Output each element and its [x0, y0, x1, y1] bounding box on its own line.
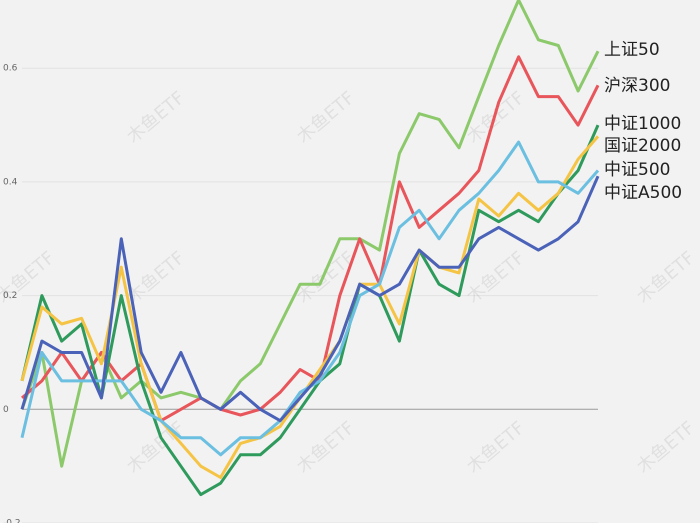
series-label: 中证500	[604, 160, 670, 180]
series-label: 中证1000	[604, 114, 681, 134]
y-tick-label: -0.2	[3, 519, 21, 523]
grid: -0.2 0 0.2 0.4 0.6	[3, 64, 598, 523]
series-line	[20, 0, 600, 468]
series-line	[20, 135, 600, 479]
series-line	[21, 55, 600, 423]
watermark: 木鱼ETF	[633, 417, 699, 477]
watermark: 木鱼ETF	[123, 87, 189, 147]
lines	[20, 0, 600, 497]
y-tick-label: 0.6	[3, 64, 18, 74]
y-tick-label: 0.4	[3, 177, 18, 187]
watermark: 木鱼ETF	[463, 87, 529, 147]
series-label: 上证50	[604, 40, 660, 60]
y-tick-label: 0.2	[3, 291, 17, 301]
watermark: 木鱼ETF	[463, 417, 529, 477]
watermark: 木鱼ETF	[633, 247, 699, 307]
series-label: 中证A500	[604, 183, 682, 203]
watermark: 木鱼ETF	[293, 87, 359, 147]
watermark: 木鱼ETF	[293, 247, 359, 307]
series-line	[20, 124, 600, 497]
watermarks: 木鱼ETF 木鱼ETF 木鱼ETF 木鱼ETF 木鱼ETF 木鱼ETF 木鱼ETF 木鱼ETF…	[0, 87, 699, 477]
series-label: 沪深300	[604, 76, 670, 96]
watermark: 木鱼ETF	[293, 417, 359, 477]
watermark: 木鱼ETF	[0, 247, 59, 307]
y-tick-label: 0	[3, 405, 9, 415]
watermark: 木鱼ETF	[463, 247, 529, 307]
series-label: 国证2000	[604, 136, 681, 156]
series-line	[20, 175, 600, 423]
